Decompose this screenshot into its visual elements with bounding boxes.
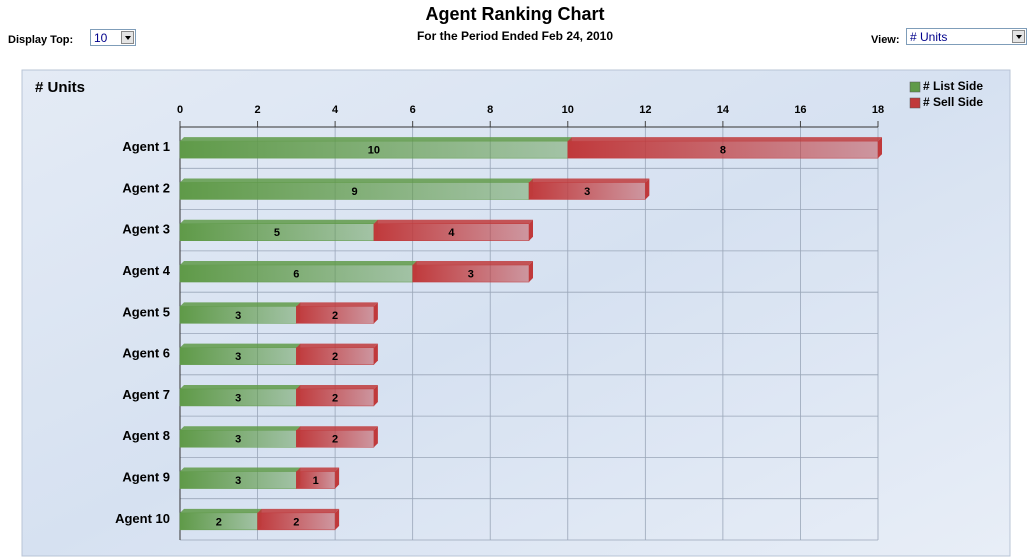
bar-value-label: 3	[468, 268, 474, 280]
bar-side	[529, 261, 533, 283]
bar	[296, 430, 375, 448]
chart-subtitle: For the Period Ended Feb 24, 2010	[417, 29, 613, 43]
bar-value-label: 2	[293, 516, 299, 528]
view-label: View:	[871, 34, 900, 46]
legend-label: # Sell Side	[923, 95, 983, 109]
bar	[373, 223, 530, 241]
bar-value-label: 2	[332, 392, 338, 404]
bar	[412, 264, 530, 283]
view-value: # Units	[910, 30, 948, 44]
x-tick-label: 8	[487, 104, 493, 116]
display-top-label: Display Top:	[8, 34, 74, 46]
bar-top	[412, 261, 533, 266]
legend-label: # List Side	[923, 79, 983, 93]
bar-value-label: 3	[235, 351, 241, 363]
display-top-value: 10	[94, 31, 108, 45]
bar-top	[296, 384, 378, 389]
bar-top	[180, 426, 301, 431]
y-tick-label: Agent 5	[122, 304, 170, 319]
x-tick-label: 4	[332, 104, 339, 116]
bar-top	[180, 467, 301, 472]
bar	[296, 388, 375, 407]
bar-value-label: 2	[332, 351, 338, 363]
bar-value-label: 4	[448, 227, 455, 239]
bar-value-label: 10	[368, 145, 380, 157]
bar	[296, 471, 336, 489]
bar-value-label: 8	[720, 145, 726, 157]
bar-top	[180, 384, 301, 389]
bar-top	[180, 137, 572, 142]
bar-top	[180, 219, 378, 224]
x-tick-label: 14	[717, 104, 730, 116]
bar-value-label: 3	[235, 310, 241, 322]
bar-value-label: 3	[235, 434, 241, 446]
bar-top	[296, 467, 340, 472]
dropdown-arrow	[121, 31, 134, 44]
y-tick-label: Agent 6	[122, 346, 170, 361]
bar-side	[373, 384, 378, 406]
y-tick-label: Agent 7	[122, 387, 170, 402]
bar-side	[645, 178, 650, 200]
bar-top	[180, 261, 417, 266]
bar	[528, 182, 646, 200]
x-tick-label: 12	[639, 104, 651, 116]
legend-swatch	[909, 81, 921, 93]
panel-title: # Units	[35, 79, 85, 96]
bar-value-label: 3	[584, 186, 590, 198]
bar	[257, 512, 336, 531]
bar-value-label: 2	[216, 516, 222, 528]
bar-top	[257, 508, 340, 513]
y-tick-label: Agent 8	[122, 428, 170, 443]
x-tick-label: 0	[177, 104, 183, 116]
x-tick-label: 2	[254, 104, 260, 116]
bar-side	[335, 508, 340, 530]
bar-value-label: 6	[293, 268, 299, 280]
bar-side	[373, 426, 378, 448]
display-top-select[interactable]: 10	[90, 29, 136, 46]
bar-top	[529, 178, 650, 183]
view-select[interactable]: # Units	[906, 28, 1027, 45]
bar-side	[529, 219, 533, 241]
x-tick-label: 10	[562, 104, 574, 116]
bar-value-label: 1	[313, 475, 319, 487]
bar-value-label: 3	[235, 392, 241, 404]
dropdown-arrow	[1012, 30, 1025, 43]
y-tick-label: Agent 4	[122, 263, 170, 278]
bar-value-label: 2	[332, 310, 338, 322]
x-tick-label: 6	[410, 104, 416, 116]
bar-top	[180, 178, 533, 183]
y-tick-label: Agent 3	[122, 222, 170, 237]
bar	[296, 347, 375, 365]
bar-top	[180, 302, 301, 307]
bar	[296, 306, 375, 324]
y-tick-label: Agent 1	[122, 139, 170, 154]
y-tick-label: Agent 10	[115, 511, 170, 526]
y-tick-label: Agent 9	[122, 469, 170, 484]
x-tick-label: 18	[872, 104, 884, 116]
bar-top	[296, 302, 378, 307]
bar-side	[878, 137, 882, 159]
bar-value-label: 9	[351, 186, 357, 198]
bar-value-label: 3	[235, 475, 241, 487]
bar	[567, 140, 879, 159]
bar-top	[567, 137, 882, 142]
y-tick-label: Agent 2	[122, 180, 170, 195]
chart-title: Agent Ranking Chart	[425, 4, 604, 24]
bar-top	[180, 343, 301, 348]
bar-value-label: 2	[332, 434, 338, 446]
bar-side	[335, 467, 340, 489]
bar-top	[296, 343, 378, 348]
bar-side	[373, 302, 378, 324]
bar-top	[296, 426, 378, 431]
bar-top	[180, 508, 262, 513]
bar-side	[373, 343, 378, 365]
legend-swatch	[909, 97, 921, 109]
x-tick-label: 16	[794, 104, 806, 116]
bar-value-label: 5	[274, 227, 280, 239]
bar-top	[373, 219, 533, 224]
